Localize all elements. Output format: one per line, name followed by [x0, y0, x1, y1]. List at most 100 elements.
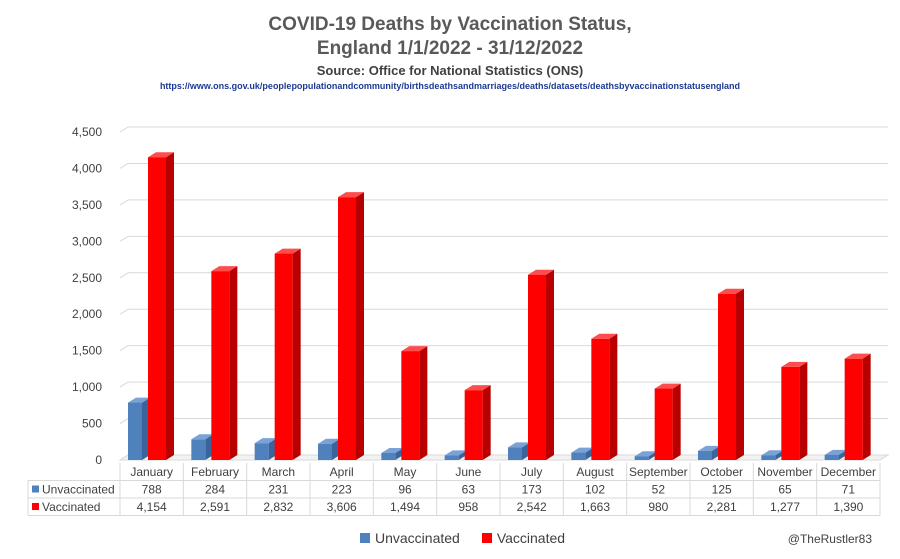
table-row-label-vaccinated: Vaccinated — [42, 500, 100, 514]
data-label-unvaccinated: 223 — [332, 483, 352, 497]
data-label-unvaccinated: 788 — [142, 483, 162, 497]
y-tick-label: 2,500 — [72, 271, 102, 285]
bar-unvaccinated — [698, 450, 712, 460]
bar-vaccinated-top — [338, 192, 364, 198]
y-tick-label: 0 — [95, 453, 102, 467]
data-label-vaccinated: 1,494 — [390, 500, 420, 514]
bar-unvaccinated — [128, 402, 142, 460]
y-tick-label: 1,500 — [72, 344, 102, 358]
data-label-unvaccinated: 63 — [462, 483, 476, 497]
data-label-vaccinated: 2,281 — [707, 500, 737, 514]
data-label-unvaccinated: 52 — [652, 483, 666, 497]
data-label-unvaccinated: 173 — [522, 483, 542, 497]
gridline-diag — [119, 381, 129, 388]
bar-vaccinated-top — [591, 333, 618, 339]
chart-title-line1: COVID-19 Deaths by Vaccination Status, — [268, 14, 632, 35]
data-label-vaccinated: 1,663 — [580, 500, 610, 514]
y-tick-label: 500 — [82, 417, 102, 431]
bar-vaccinated-side — [166, 152, 174, 461]
bar-unvaccinated — [508, 447, 522, 460]
data-label-vaccinated: 958 — [458, 500, 478, 514]
bar-unvaccinated-top — [191, 434, 214, 440]
bar-vaccinated-top — [718, 288, 744, 294]
bar-vaccinated — [718, 293, 736, 460]
bar-vaccinated-side — [229, 266, 238, 460]
bar-vaccinated-top — [401, 346, 428, 352]
data-label-unvaccinated: 284 — [205, 483, 225, 497]
x-category-label: June — [455, 465, 481, 479]
data-label-unvaccinated: 231 — [268, 483, 288, 497]
x-category-label: September — [629, 465, 688, 479]
y-tick-label: 2,000 — [72, 307, 102, 321]
legend-label-unvaccinated: Unvaccinated — [375, 530, 460, 546]
legend-item-vaccinated: Vaccinated — [481, 530, 565, 546]
data-label-vaccinated: 3,606 — [327, 500, 357, 514]
gridline-diag — [119, 126, 129, 133]
data-label-unvaccinated: 102 — [585, 483, 605, 497]
bar-vaccinated-side — [609, 333, 618, 460]
y-tick-label: 4,000 — [72, 161, 102, 175]
legend-swatch-unvaccinated — [360, 533, 370, 543]
bar-unvaccinated-top — [571, 447, 594, 453]
gridline-diag — [119, 418, 129, 424]
data-label-unvaccinated: 125 — [712, 483, 732, 497]
bar-unvaccinated-top — [444, 450, 467, 456]
chart-floor — [118, 454, 890, 461]
legend: Unvaccinated Vaccinated — [360, 530, 565, 546]
bar-vaccinated-side — [546, 269, 554, 460]
data-label-vaccinated: 4,154 — [137, 500, 167, 514]
x-category-label: July — [521, 465, 542, 479]
y-tick-label: 3,000 — [72, 234, 102, 248]
bar-unvaccinated-top — [824, 449, 847, 455]
bar-unvaccinated — [318, 443, 332, 460]
gridline-diag — [119, 308, 129, 315]
bar-unvaccinated-top — [508, 442, 530, 448]
bar-vaccinated — [528, 274, 546, 460]
data-label-vaccinated: 980 — [648, 500, 668, 514]
bar-vaccinated — [464, 390, 483, 460]
gridline-diag — [119, 235, 129, 242]
bar-vaccinated — [401, 351, 420, 460]
bar-vaccinated-side — [862, 353, 871, 460]
table-row-label-unvaccinated: Unvaccinated — [42, 483, 115, 497]
data-label-vaccinated: 2,832 — [263, 500, 293, 514]
bar-unvaccinated — [824, 454, 839, 460]
bar-vaccinated-top — [781, 361, 808, 367]
table-key-unvaccinated — [32, 485, 39, 493]
bar-vaccinated-top — [654, 383, 681, 389]
data-label-unvaccinated: 65 — [778, 483, 792, 497]
bar-unvaccinated-top — [254, 438, 277, 444]
bar-unvaccinated — [381, 453, 396, 460]
bar-vaccinated-side — [419, 346, 428, 460]
bar-vaccinated — [591, 338, 610, 460]
bar-unvaccinated — [634, 456, 649, 460]
data-label-vaccinated: 1,277 — [770, 500, 800, 514]
bar-vaccinated — [148, 157, 166, 461]
legend-swatch-vaccinated — [481, 533, 492, 543]
bar-vaccinated-top — [844, 353, 871, 359]
bar-unvaccinated-top — [381, 448, 404, 454]
legend-item-unvaccinated: Unvaccinated — [360, 530, 460, 546]
bar-vaccinated-side — [292, 248, 301, 460]
x-category-label: March — [262, 465, 295, 479]
bar-vaccinated-side — [799, 361, 808, 460]
bar-vaccinated-top — [528, 269, 554, 275]
chart-source: Source: Office for National Statistics (… — [316, 63, 584, 78]
gridline-diag — [119, 272, 129, 279]
bar-vaccinated-side — [736, 288, 744, 460]
y-tick-label: 3,500 — [72, 198, 102, 212]
bar-unvaccinated-top — [318, 438, 340, 444]
x-category-label: February — [191, 465, 239, 479]
bar-unvaccinated — [761, 455, 776, 460]
bar-unvaccinated-top — [698, 445, 720, 451]
bar-unvaccinated-top — [761, 450, 784, 456]
author-handle: @TheRustler83 — [787, 532, 872, 546]
x-category-label: August — [576, 465, 614, 479]
bar-unvaccinated — [254, 443, 269, 460]
chart-title-line2: England 1/1/2022 - 31/12/2022 — [316, 38, 584, 59]
table-key-vaccinated — [32, 503, 39, 510]
bar-vaccinated-top — [464, 385, 491, 391]
data-label-vaccinated: 2,542 — [517, 500, 547, 514]
gridline-diag — [119, 163, 129, 169]
bar-vaccinated — [211, 271, 230, 460]
